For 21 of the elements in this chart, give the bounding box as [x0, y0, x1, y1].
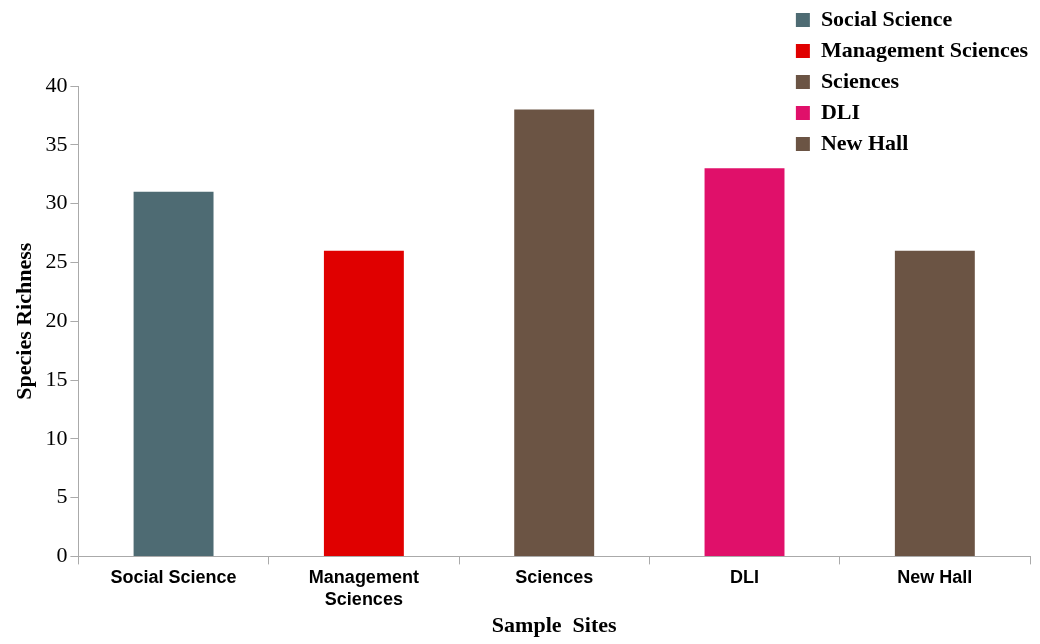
y-tick-label: 35	[45, 130, 68, 156]
x-tick-label: DLI	[730, 567, 760, 588]
y-tick-label: 40	[45, 71, 68, 97]
y-axis-title: Species Richness	[10, 242, 36, 400]
x-tick-label: Management Sciences	[308, 567, 419, 609]
legend-label: Social Science	[820, 5, 953, 31]
legend-label: New Hall	[820, 129, 909, 155]
y-tick-label: 20	[45, 306, 68, 332]
y-tick-label: 10	[45, 424, 68, 450]
x-tick-label: New Hall	[897, 567, 973, 588]
x-tick-label: Social Science	[110, 567, 237, 588]
legend-label: Sciences	[820, 67, 900, 93]
y-tick-label: 15	[45, 365, 68, 391]
x-tick-label: Sciences	[515, 567, 594, 588]
y-tick-label: 25	[45, 248, 68, 274]
legend-label: DLI	[820, 98, 860, 124]
y-tick-label: 0	[56, 542, 68, 568]
y-tick-label: 30	[45, 189, 68, 215]
y-tick-label: 5	[56, 483, 68, 509]
x-axis-title: Sample Sites	[491, 612, 617, 638]
legend-label: Management Sciences	[820, 36, 1029, 62]
